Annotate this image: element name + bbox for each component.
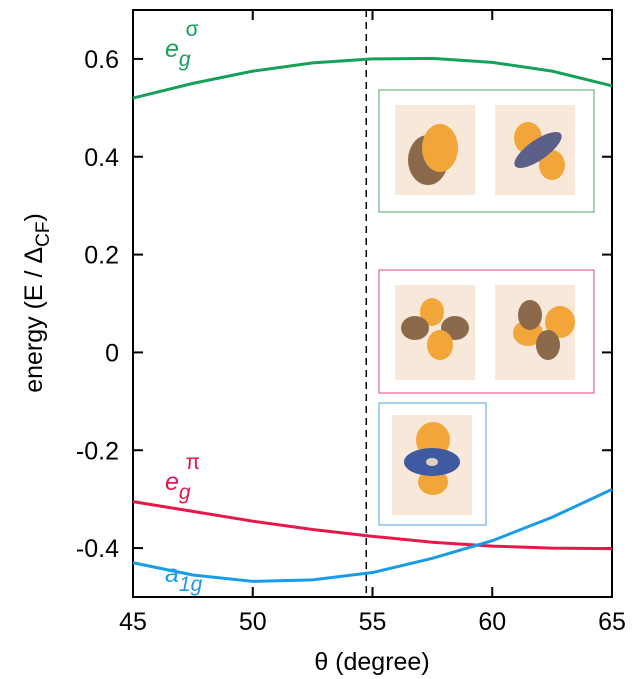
series-label-name: e xyxy=(165,468,179,496)
y-tick-label: 0.2 xyxy=(84,242,119,270)
orbital-lobe xyxy=(545,306,575,338)
series-label-superscript: π xyxy=(186,451,201,474)
series-label-subscript: 1g xyxy=(179,573,203,596)
x-tick-label: 55 xyxy=(359,608,387,636)
y-tick-label: -0.2 xyxy=(76,437,119,465)
y-axis-label: energy (E / ΔCF) xyxy=(20,213,54,393)
series-line xyxy=(132,488,613,583)
y-tick-label: -0.4 xyxy=(76,535,119,563)
orbital-lobe xyxy=(518,300,542,330)
series-label-name: e xyxy=(165,35,179,63)
y-tick-label: 0 xyxy=(105,339,119,367)
y-tick-label: 0.6 xyxy=(84,46,119,74)
y-axis-label-text: energy (E / Δ xyxy=(20,247,48,393)
y-tick-label: 0.4 xyxy=(84,144,119,172)
series-label-superscript: σ xyxy=(186,18,199,41)
series-line xyxy=(132,500,613,551)
inset-box xyxy=(378,269,595,394)
orbital-ring xyxy=(426,458,438,466)
orbital-lobe xyxy=(401,316,429,340)
orbital-lobe xyxy=(422,124,458,172)
series-label-subscript: g xyxy=(179,481,191,504)
x-axis-label: θ (degree) xyxy=(314,648,429,676)
y-axis-label-end: ) xyxy=(20,213,48,221)
x-tick-label: 65 xyxy=(598,608,626,636)
y-axis-label-subscript: CF xyxy=(33,222,54,247)
x-tick-label: 50 xyxy=(239,608,267,636)
orbital-lobe xyxy=(427,330,453,360)
series-label: a1g xyxy=(165,560,203,596)
series-label: egπ xyxy=(165,451,200,504)
insets xyxy=(378,89,595,526)
series-label-subscript: g xyxy=(179,48,191,71)
orbital-lobe xyxy=(539,150,565,180)
series-line xyxy=(132,56,613,100)
orbital-lobe xyxy=(420,298,444,326)
inset-box xyxy=(378,89,595,213)
x-tick-label: 60 xyxy=(478,608,506,636)
series-label: egσ xyxy=(165,18,199,71)
orbital-lobe xyxy=(536,330,560,360)
series-label-name: a xyxy=(165,560,179,588)
inset-box xyxy=(378,402,487,526)
x-tick-label: 45 xyxy=(119,608,147,636)
orbital-ring xyxy=(514,131,562,169)
